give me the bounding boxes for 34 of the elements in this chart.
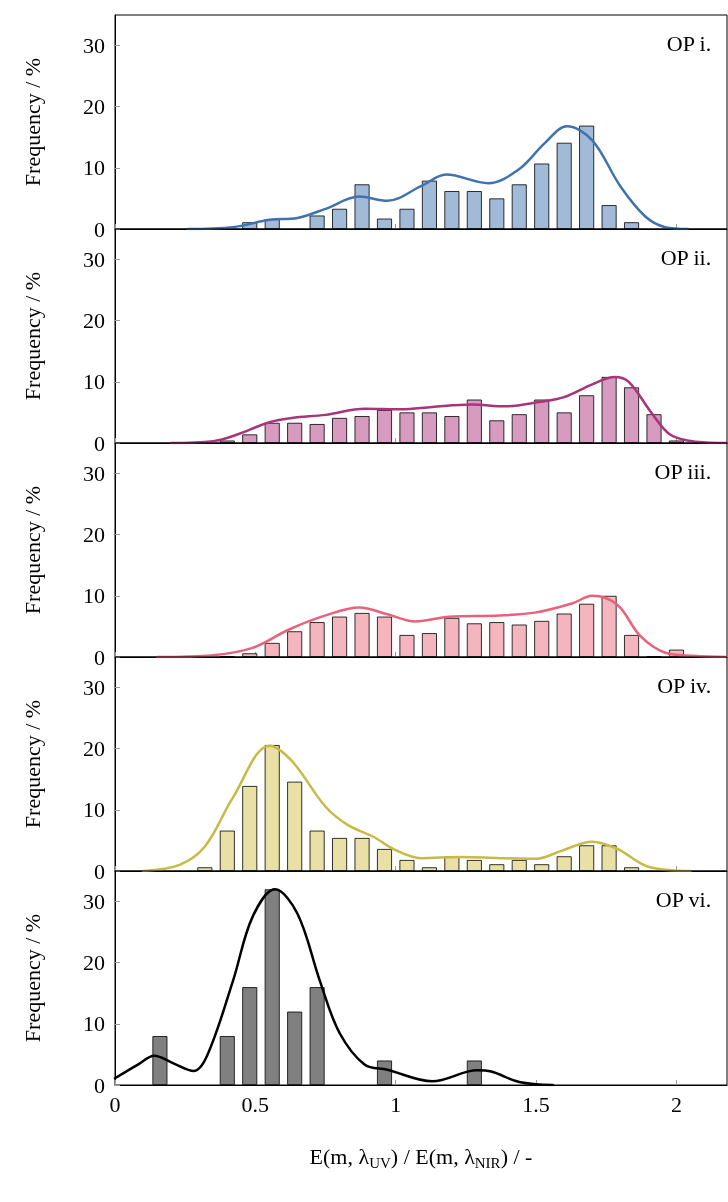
y-tick-label: 30 xyxy=(83,247,105,273)
y-axis-title: Frequency / % xyxy=(19,271,45,401)
y-tick-label: 10 xyxy=(83,583,105,609)
text: OP iii. xyxy=(654,458,712,484)
y-tick-label: 10 xyxy=(83,155,105,181)
y-tick-label: 20 xyxy=(83,522,105,548)
y-axis-title: Frequency / % xyxy=(19,57,45,187)
y-tick-label: 0 xyxy=(94,644,105,670)
y-tick-label: 0 xyxy=(94,858,105,884)
text: OP vi. xyxy=(655,886,712,912)
y-axis-title: Frequency / % xyxy=(19,699,45,829)
y-tick-label: 30 xyxy=(83,461,105,487)
y-tick-label: 0 xyxy=(94,1072,105,1098)
y-tick-label: 0 xyxy=(94,216,105,242)
y-tick-label: 10 xyxy=(83,369,105,395)
y-axis-title: Frequency / % xyxy=(19,913,45,1043)
y-tick-label: 30 xyxy=(83,675,105,701)
x-tick-label: 2 xyxy=(670,1091,682,1117)
y-tick-label: 20 xyxy=(83,736,105,762)
text: OP iv. xyxy=(657,672,712,698)
y-tick-label: 20 xyxy=(83,94,105,120)
x-tick-label: 1 xyxy=(390,1091,402,1117)
y-tick-label: 30 xyxy=(83,33,105,59)
y-tick-label: 20 xyxy=(83,308,105,334)
x-tick-label: 0.5 xyxy=(241,1091,270,1117)
text: OP ii. xyxy=(660,244,712,270)
y-axis-title: Frequency / % xyxy=(19,485,45,615)
x-tick-label: 1.5 xyxy=(522,1091,550,1117)
y-tick-label: 20 xyxy=(83,950,105,976)
y-tick-label: 10 xyxy=(83,1011,105,1037)
y-tick-label: 30 xyxy=(83,889,105,915)
y-tick-label: 10 xyxy=(83,797,105,823)
text: OP i. xyxy=(666,30,712,56)
y-tick-label: 0 xyxy=(94,430,105,456)
